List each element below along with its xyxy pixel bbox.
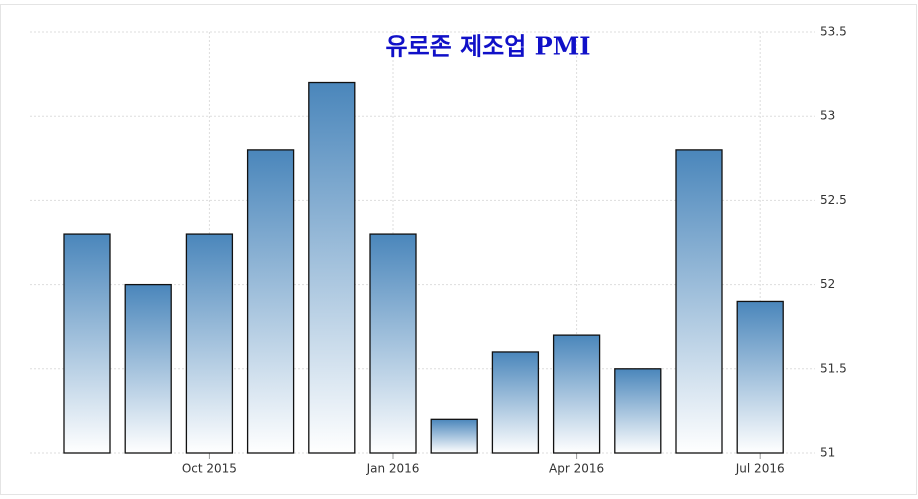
chart-title: 유로존 제조업 PMI <box>385 32 590 61</box>
bar <box>491 351 540 454</box>
bar <box>736 300 784 454</box>
y-tick-label: 52 <box>820 277 835 291</box>
y-tick-label: 53.5 <box>820 25 847 39</box>
bar <box>614 368 662 454</box>
x-tick-label: Oct 2015 <box>182 462 237 476</box>
bar <box>430 418 478 454</box>
x-tick-label: Jul 2016 <box>735 462 785 476</box>
bar <box>185 233 234 454</box>
y-tick-label: 52.5 <box>820 193 847 207</box>
bar <box>675 149 723 454</box>
bar <box>246 149 295 454</box>
bar <box>124 283 172 454</box>
frame <box>0 4 917 495</box>
x-tick-label: Apr 2016 <box>549 462 604 476</box>
y-tick-label: 51 <box>820 446 835 460</box>
y-tick-label: 53 <box>820 109 835 123</box>
bar <box>308 81 356 454</box>
bar <box>63 233 111 454</box>
bar <box>369 233 417 454</box>
x-tick-label: Jan 2016 <box>366 462 420 476</box>
bar <box>552 334 601 454</box>
y-tick-label: 51.5 <box>820 361 847 375</box>
